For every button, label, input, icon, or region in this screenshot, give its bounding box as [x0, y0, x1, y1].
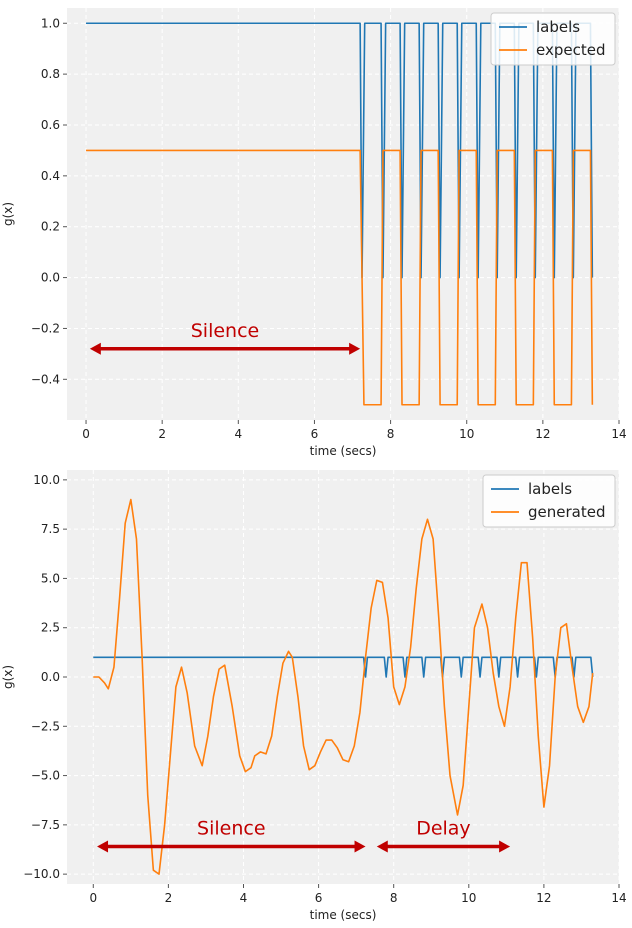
y-tick-label: 0.0: [41, 670, 60, 684]
annotation-silence: Silence: [197, 818, 266, 840]
x-axis-label: time (secs): [310, 908, 377, 922]
y-tick-label: 0.4: [41, 169, 60, 183]
chart-generated: Silence Delay labels generated 0 2 4 6 8 10 12 14…: [1, 470, 627, 922]
annotation-arrow-head-right: [349, 342, 361, 355]
y-tick-label: −2.5: [31, 719, 60, 733]
annotation-arrow-head-left: [376, 840, 388, 853]
series-line-labels: [93, 656, 594, 678]
legend-label-labels: labels: [528, 480, 572, 498]
x-axis-label: time (secs): [310, 444, 377, 458]
x-tick-label: 4: [234, 427, 242, 441]
legend-box: [490, 12, 616, 66]
x-tick-label: 4: [240, 891, 248, 905]
x-tick-label: 0: [82, 427, 90, 441]
legend-label-generated: generated: [528, 503, 605, 521]
y-tick-label: 0.6: [41, 118, 60, 132]
y-tick-label: 0.2: [41, 220, 60, 234]
legend-box: [482, 474, 616, 528]
y-tick-label: −0.4: [31, 372, 60, 386]
x-tick-label: 6: [315, 891, 323, 905]
y-tick-label: 0.8: [41, 67, 60, 81]
x-tick-label: 14: [611, 891, 626, 905]
x-tick-label: 8: [387, 427, 395, 441]
chart-expected: Silence labels expected 0 2 4 6 8 10 12 14 −0.4 −0…: [1, 8, 627, 458]
x-tick-label: 0: [89, 891, 97, 905]
series-line-expected: [86, 149, 594, 406]
annotation-silence: Silence: [191, 320, 260, 342]
annotation-arrow-head-right: [354, 840, 366, 853]
annotation-delay: Delay: [416, 818, 471, 840]
legend-label-labels: labels: [536, 18, 580, 36]
y-tick-label: −0.2: [31, 321, 60, 335]
series-line-labels: [86, 22, 594, 279]
y-axis-label: g(x): [1, 665, 15, 689]
y-tick-label: −7.5: [31, 818, 60, 832]
annotation-arrow-head-left: [89, 342, 101, 355]
x-tick-label: 8: [390, 891, 398, 905]
series-line-generated: [93, 498, 594, 875]
y-tick-label: 7.5: [41, 522, 60, 536]
y-tick-label: −10.0: [23, 867, 60, 881]
x-tick-label: 10: [461, 891, 476, 905]
y-tick-label: 1.0: [41, 16, 60, 30]
x-tick-label: 10: [459, 427, 474, 441]
legend-label-expected: expected: [536, 41, 605, 59]
x-tick-label: 12: [535, 427, 550, 441]
x-tick-label: 2: [158, 427, 166, 441]
y-tick-label: 0.0: [41, 271, 60, 285]
y-axis-label: g(x): [1, 202, 15, 226]
annotation-arrow-head-right: [499, 840, 511, 853]
y-tick-label: 2.5: [41, 621, 60, 635]
y-tick-label: 10.0: [33, 473, 60, 487]
annotation-arrow-head-left: [97, 840, 109, 853]
y-tick-label: 5.0: [41, 571, 60, 585]
y-tick-label: −5.0: [31, 769, 60, 783]
x-tick-label: 14: [611, 427, 626, 441]
plot-area: [67, 8, 619, 420]
x-tick-label: 12: [536, 891, 551, 905]
x-tick-label: 6: [311, 427, 319, 441]
x-tick-label: 2: [165, 891, 173, 905]
